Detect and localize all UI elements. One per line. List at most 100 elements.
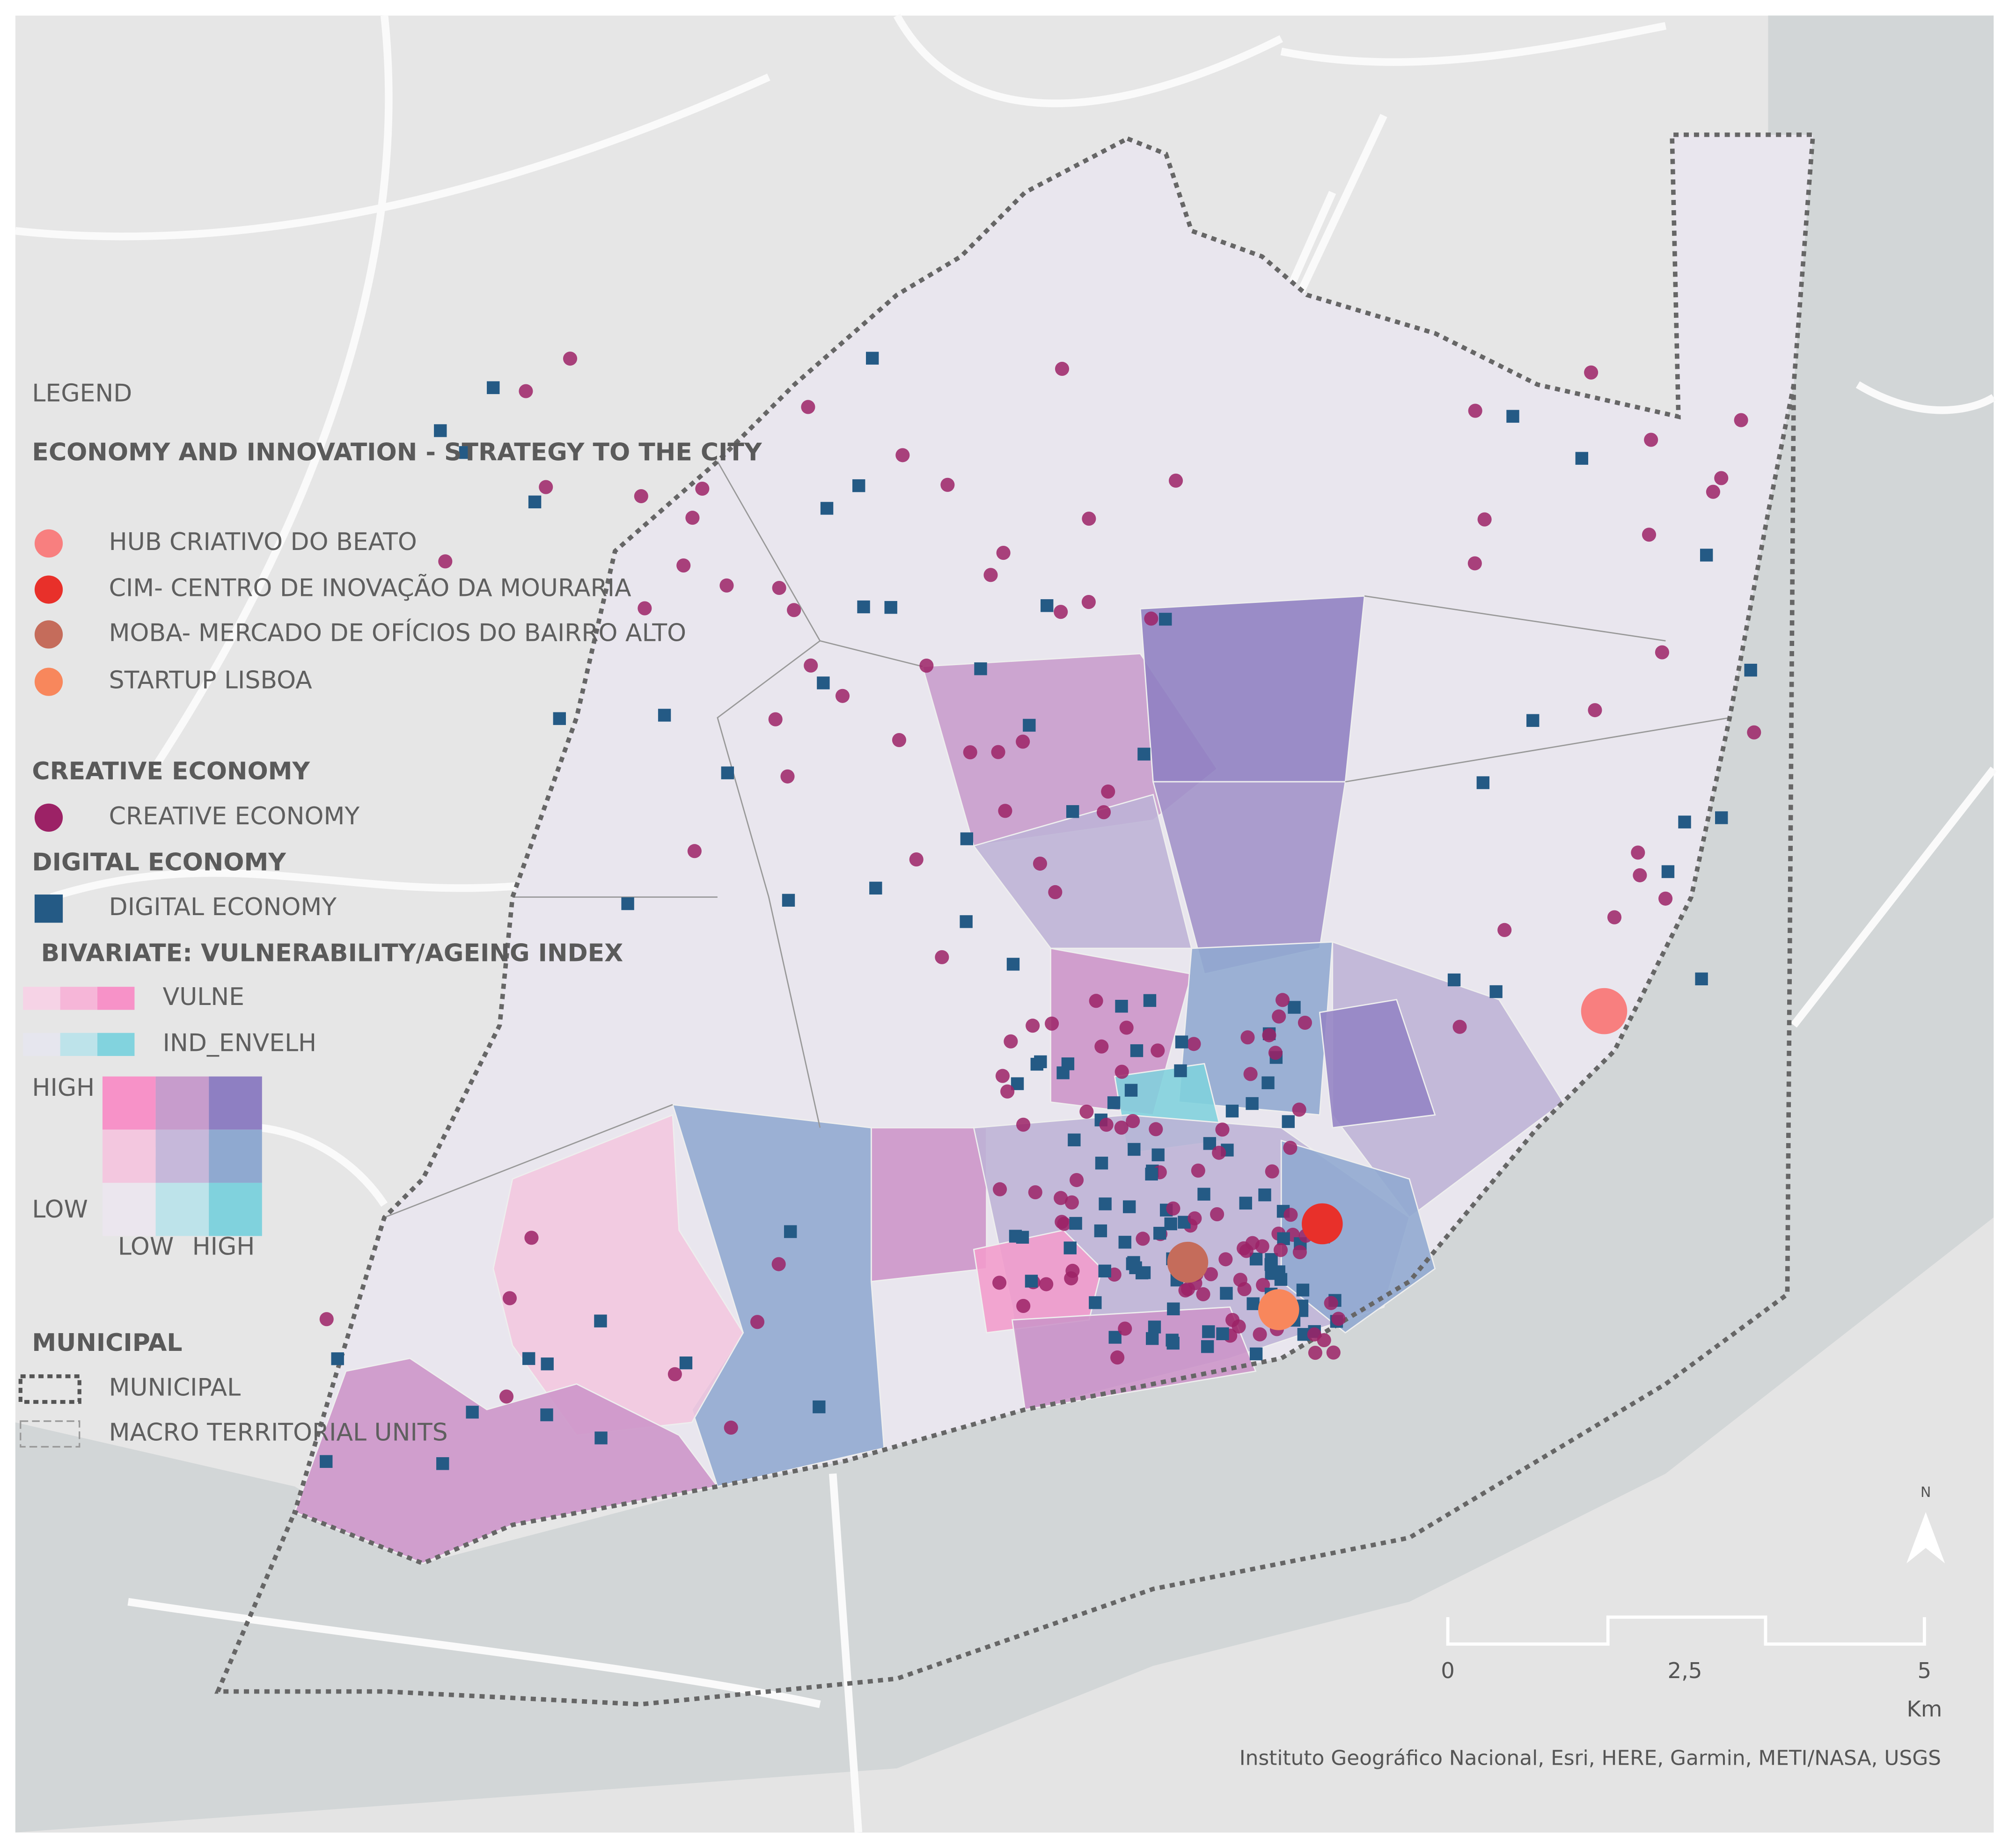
creative-point — [1714, 471, 1729, 485]
creative-point — [1467, 556, 1482, 571]
scale-unit: Km — [1906, 1696, 1942, 1722]
creative-point — [804, 658, 818, 673]
digital-point — [1526, 714, 1540, 727]
digital-point — [1041, 599, 1054, 612]
attribution: Instituto Geográfico Nacional, Esri, HER… — [1239, 1746, 1941, 1770]
municipal-boundary — [292, 132, 1816, 1566]
digital-point — [1216, 1327, 1229, 1341]
digital-point — [459, 446, 472, 459]
digital-point — [865, 352, 879, 365]
creative-point — [676, 558, 691, 573]
legend-item: STARTUP LISBOA — [109, 667, 312, 695]
bivariate-zone — [492, 1114, 744, 1436]
digital-point — [1261, 1076, 1275, 1089]
creative-point — [502, 1291, 517, 1305]
legend-symbol — [34, 529, 63, 558]
creative-point — [1262, 1028, 1276, 1042]
creative-point — [1633, 868, 1647, 882]
digital-point — [1118, 1236, 1131, 1249]
legend-symbol — [34, 620, 63, 649]
digital-point — [594, 1314, 607, 1327]
digital-point — [1130, 1044, 1144, 1057]
legend-symbol — [34, 895, 63, 923]
legend-heading: MUNICIPAL — [32, 1329, 182, 1357]
digital-point — [1166, 1336, 1180, 1350]
digital-point — [1175, 1035, 1188, 1049]
creative-point — [1096, 805, 1111, 820]
creative-point — [1016, 734, 1030, 749]
legend-swatch — [60, 1033, 98, 1056]
digital-point — [1068, 1133, 1081, 1146]
creative-point — [983, 568, 998, 582]
creative-point — [1187, 1037, 1201, 1051]
digital-point — [782, 894, 795, 907]
road — [893, 14, 1283, 107]
digital-point — [974, 662, 987, 675]
creative-point — [1016, 1117, 1031, 1132]
legend-heading: BIVARIATE: VULNERABILITY/AGEING INDEX — [41, 939, 623, 968]
creative-point — [724, 1420, 738, 1435]
road — [1280, 22, 1667, 66]
creative-point — [1033, 856, 1047, 871]
creative-point — [539, 480, 553, 494]
bivariate-cell — [155, 1076, 209, 1130]
digital-point — [1296, 1283, 1310, 1297]
creative-point — [1218, 1252, 1233, 1267]
creative-point — [499, 1389, 514, 1404]
digital-point — [1700, 549, 1713, 562]
digital-point — [1115, 999, 1128, 1013]
digital-point — [1246, 1097, 1259, 1110]
scale-label: 5 — [1918, 1658, 1932, 1683]
legend-item: DIGITAL ECONOMY — [109, 893, 337, 921]
creative-point — [685, 511, 700, 525]
digital-point — [1506, 410, 1519, 423]
digital-point — [852, 479, 865, 492]
cim-mouraria — [1302, 1203, 1343, 1245]
creative-point — [1196, 1287, 1210, 1302]
digital-point — [466, 1406, 479, 1419]
creative-point — [963, 745, 977, 760]
digital-point — [320, 1455, 333, 1468]
creative-point — [1069, 1173, 1084, 1188]
creative-point — [1082, 512, 1096, 526]
creative-point — [1283, 1141, 1298, 1155]
creative-point — [1039, 1277, 1054, 1291]
creative-point — [1268, 1046, 1283, 1060]
creative-point — [1094, 1039, 1109, 1054]
digital-point — [1066, 805, 1079, 818]
digital-point — [1023, 719, 1036, 732]
creative-point — [1292, 1245, 1307, 1260]
creative-point — [1136, 1232, 1150, 1246]
digital-point — [869, 881, 882, 895]
creative-point — [1026, 1019, 1040, 1033]
legend-swatch — [60, 987, 98, 1010]
creative-point — [1631, 845, 1645, 860]
creative-point — [909, 852, 924, 867]
legend-item: VULNE — [163, 983, 244, 1011]
digital-point — [1167, 1302, 1180, 1315]
creative-point — [1331, 1312, 1346, 1326]
creative-point — [1119, 1020, 1134, 1035]
digital-point — [1128, 1143, 1141, 1156]
creative-point — [1273, 1243, 1288, 1257]
creative-point — [1028, 1185, 1042, 1200]
creative-point — [996, 546, 1011, 560]
digital-point — [1282, 1115, 1295, 1128]
moba — [1167, 1241, 1209, 1283]
creative-point — [1048, 885, 1063, 900]
digital-point — [1153, 1226, 1166, 1240]
digital-point — [1246, 1297, 1260, 1310]
hub-beato — [1581, 988, 1628, 1034]
creative-point — [1079, 1104, 1094, 1119]
digital-point — [1030, 1057, 1043, 1071]
creative-point — [1747, 725, 1761, 740]
digital-point — [541, 1357, 554, 1371]
creative-point — [892, 733, 907, 748]
digital-point — [1108, 1331, 1122, 1344]
macro-unit-boundary — [1345, 717, 1730, 783]
bivariate-cell — [209, 1076, 262, 1130]
bivariate-cell — [155, 1182, 209, 1236]
digital-point — [621, 897, 634, 910]
